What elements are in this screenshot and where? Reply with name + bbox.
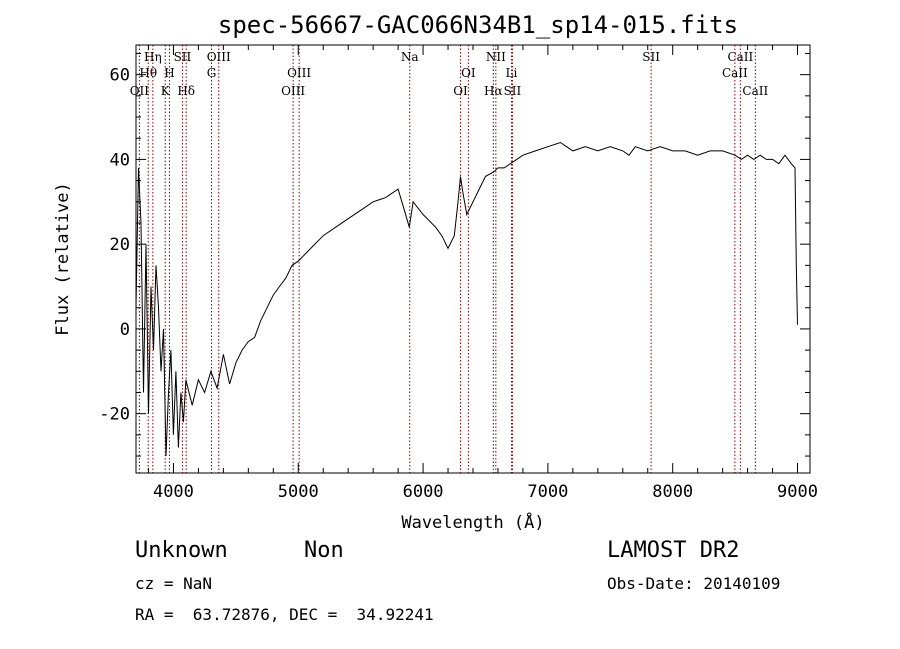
spectral-line-label: Hα [484, 84, 503, 98]
x-tick-label: 4000 [153, 482, 194, 502]
spectrum-line [135, 141, 798, 457]
spectral-line-label: OIII [281, 84, 305, 98]
x-tick-label: 8000 [652, 482, 693, 502]
spectral-line-label: OI [461, 66, 476, 80]
y-axis-label: Flux (relative) [53, 182, 73, 336]
ticks-layer: 4000 5000 6000 7000 8000 9000 -20 0 20 40 60 [99, 45, 818, 502]
spectral-line-label: Hη [144, 50, 162, 64]
spectral-line-label: OI [453, 84, 468, 98]
plot-frame [135, 44, 811, 474]
spectral-line-label: Hθ [139, 66, 157, 80]
x-tick-label: 9000 [777, 482, 818, 502]
chart-title: spec-56667-GAC066N34B1_sp14-015.fits [218, 11, 738, 39]
object-class: Unknown [135, 538, 228, 563]
spectral-line-label: SII [174, 50, 192, 64]
obs-date: Obs-Date: 20140109 [607, 574, 781, 593]
y-tick-label: 60 [110, 66, 130, 86]
redshift-value: cz = NaN [135, 574, 213, 593]
y-tick-label: -20 [99, 405, 130, 425]
y-tick-label: 0 [120, 320, 130, 340]
x-axis-label: Wavelength (Å) [401, 511, 544, 533]
spectral-line-label: OIII [287, 66, 311, 80]
spectral-line-label: Na [401, 50, 419, 64]
object-subclass: Non [304, 538, 344, 563]
spectral-line-label: K [161, 84, 171, 98]
survey-name: LAMOST DR2 [607, 538, 740, 563]
y-tick-label: 40 [110, 150, 130, 170]
x-tick-label: 5000 [278, 482, 319, 502]
spectral-line-label: SII [642, 50, 660, 64]
spectral-line-label: Hδ [177, 84, 195, 98]
coordinates: RA = 63.72876, DEC = 34.92241 [135, 605, 434, 624]
x-tick-label: 7000 [527, 482, 568, 502]
spectral-line-label: CaII [722, 66, 748, 80]
spectral-line-label: H [164, 66, 174, 80]
y-tick-label: 20 [110, 235, 130, 255]
spectral-line-label: CaII [742, 84, 768, 98]
spectral-line-label: G [207, 66, 217, 80]
spectral-line-label: SII [504, 84, 522, 98]
spectral-line-label: NII [486, 50, 506, 64]
spectral-line-label: OIII [207, 50, 231, 64]
spectral-line-label: Li [506, 66, 518, 80]
spectral-line-label: CaII [727, 50, 753, 64]
x-tick-label: 6000 [403, 482, 444, 502]
spectral-line-label: OII [130, 84, 150, 98]
spectral-lines-layer: Hη Hθ OII HK SII Hδ OIII G OIII OIII Na OI OI NIILiHα… [130, 45, 768, 473]
